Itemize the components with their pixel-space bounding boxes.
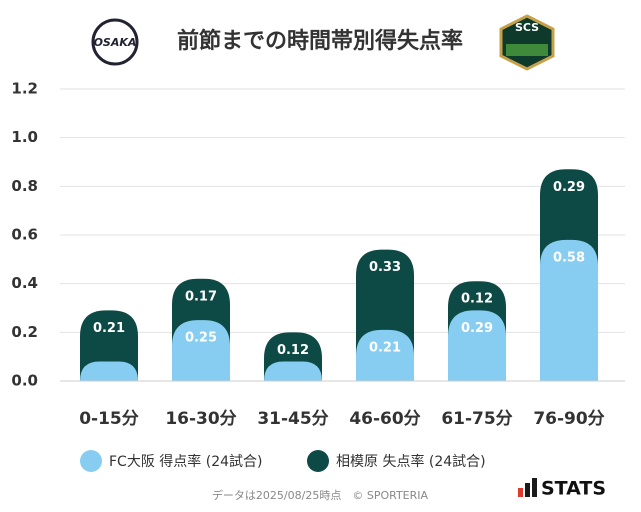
y-tick-label: 0.4 <box>11 274 38 292</box>
logo-text: OSAKA <box>94 36 137 49</box>
x-tick-label: 76-90分 <box>533 409 604 429</box>
bar-segment <box>448 310 506 381</box>
y-tick-label: 1.2 <box>11 80 38 98</box>
x-tick-label: 46-60分 <box>349 409 420 429</box>
brand: STATS <box>518 478 606 500</box>
y-tick-label: 1.0 <box>11 128 38 146</box>
bar-segment <box>356 249 414 356</box>
legend-label: 相模原 失点率 (24試合) <box>336 453 486 470</box>
logo-text: SCS <box>515 21 539 34</box>
value-label: 0.29 <box>553 180 585 195</box>
bar-segment <box>356 329 414 381</box>
y-tick-label: 0.6 <box>11 226 38 244</box>
brand-text: STATS <box>541 478 606 500</box>
value-label: 0.12 <box>461 292 493 307</box>
value-label: 0.17 <box>185 289 217 304</box>
y-tick-label: 0.0 <box>11 372 38 390</box>
y-tick-label: 0.8 <box>11 177 38 195</box>
bar-segment <box>264 361 322 381</box>
bar-segment <box>80 361 138 381</box>
x-tick-label: 31-45分 <box>257 409 328 429</box>
bar-segment <box>172 320 230 381</box>
value-label: 0.29 <box>461 321 493 336</box>
x-tick-label: 61-75分 <box>441 409 512 429</box>
home-logo: OSAKA <box>91 18 139 66</box>
x-tick-label: 0-15分 <box>79 409 139 429</box>
value-label: 0.58 <box>553 250 585 265</box>
value-label: 0.21 <box>93 321 125 336</box>
away-logo: SCS <box>499 14 555 71</box>
value-label: 0.25 <box>185 331 217 346</box>
legend-label: FC大阪 得点率 (24試合) <box>109 453 262 470</box>
value-label: 0.33 <box>369 260 401 275</box>
value-label: 0.12 <box>277 343 309 358</box>
x-tick-label: 16-30分 <box>165 409 236 429</box>
footer: データは2025/08/25時点 © SPORTERIA <box>212 488 429 502</box>
bar-segment <box>540 239 598 381</box>
legend-marker <box>307 450 329 472</box>
value-label: 0.21 <box>369 340 401 355</box>
chart-title: 前節までの時間帯別得失点率 <box>177 28 463 54</box>
y-tick-label: 0.2 <box>11 323 38 341</box>
legend-marker <box>80 450 102 472</box>
